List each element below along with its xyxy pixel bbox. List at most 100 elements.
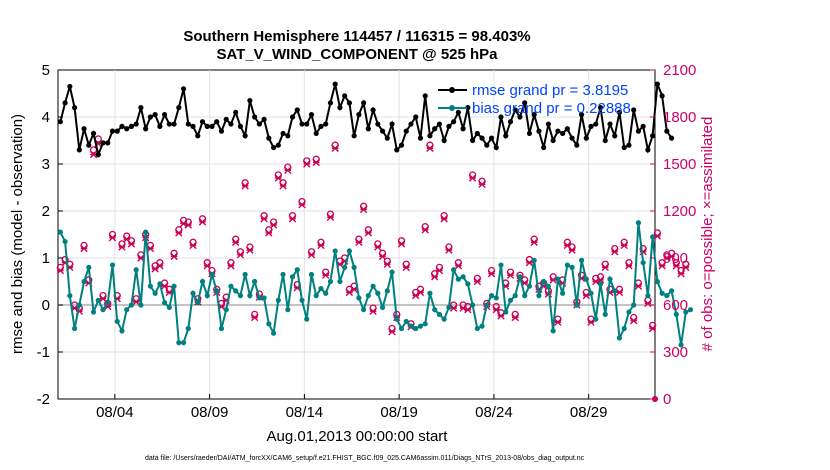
bias-point xyxy=(526,283,533,289)
obs-assimilated-point xyxy=(189,241,197,250)
rmse-point xyxy=(531,112,537,118)
y-right-tick-label: 0 xyxy=(663,391,671,408)
bias-point xyxy=(81,278,87,285)
bias-point xyxy=(578,257,585,263)
bias-point xyxy=(237,293,244,299)
obs-assimilated-point xyxy=(274,174,283,182)
rmse-point xyxy=(607,121,613,127)
bias-point xyxy=(370,283,376,289)
y-right-tick-label: 900 xyxy=(663,250,688,267)
bias-point xyxy=(209,271,215,278)
bias-point xyxy=(375,290,381,296)
x-tick-label: 08/29 xyxy=(570,404,608,421)
obs-assimilated-point xyxy=(667,252,676,261)
obs-assimilated-point xyxy=(364,229,373,237)
obs-assimilated-point xyxy=(468,174,477,182)
rmse-line xyxy=(59,83,673,158)
obs-assimilated-point xyxy=(288,215,297,223)
obs-assimilated-point xyxy=(89,150,98,159)
y-left-tick-label: 5 xyxy=(42,62,50,79)
rmse-point xyxy=(247,97,253,104)
obs-assimilated-point xyxy=(644,299,652,308)
rmse-point xyxy=(171,121,177,127)
y-right-tick-label: 2100 xyxy=(663,62,696,79)
obs-assimilated-point xyxy=(56,266,65,275)
bias-point xyxy=(124,307,130,313)
obs-assimilated-point xyxy=(473,277,482,286)
bias-point xyxy=(361,307,367,313)
bias-point xyxy=(588,290,594,296)
obs-assimilated-point xyxy=(596,276,605,284)
obs-assimilated-point xyxy=(108,233,117,242)
bias-point xyxy=(299,297,305,303)
bias-point xyxy=(105,300,111,306)
chart-title-line1: Southern Hemisphere 114457 / 116315 = 98… xyxy=(183,28,530,45)
rmse-point xyxy=(403,128,409,134)
bias-point xyxy=(157,281,163,287)
rmse-point xyxy=(536,128,542,134)
bias-point xyxy=(143,229,149,235)
bias-point xyxy=(460,274,466,280)
y-right-tick-label: 1800 xyxy=(663,109,696,126)
obs-assimilated-point xyxy=(615,288,624,297)
plot-area xyxy=(57,69,656,400)
bias-point xyxy=(318,285,324,292)
rmse-point xyxy=(237,123,244,129)
bias-point xyxy=(569,264,575,270)
rmse-point xyxy=(659,93,665,99)
bias-point xyxy=(62,238,68,245)
rmse-point xyxy=(564,126,570,132)
y-left-tick-label: 3 xyxy=(42,156,50,173)
bias-point xyxy=(668,288,675,294)
bias-point xyxy=(379,304,386,310)
bias-point xyxy=(138,302,144,308)
rmse-point xyxy=(583,135,589,141)
obs-assimilated-point xyxy=(378,252,387,261)
rmse-point xyxy=(299,121,305,127)
bias-point xyxy=(469,302,476,308)
bias-point xyxy=(242,271,248,278)
rmse-point xyxy=(233,109,239,115)
y-left-tick-label: 4 xyxy=(42,109,50,126)
bias-point xyxy=(436,311,443,317)
bias-point xyxy=(517,274,523,280)
bias-point xyxy=(545,283,551,289)
bias-point xyxy=(488,293,495,299)
obs-assimilated-point xyxy=(156,262,164,270)
bias-point xyxy=(507,297,514,303)
bias-point xyxy=(266,321,272,327)
rmse-point xyxy=(616,109,623,115)
rmse-point xyxy=(351,133,357,139)
bias-point xyxy=(90,309,97,315)
rmse-point xyxy=(285,133,291,139)
obs-assimilated-point xyxy=(127,240,136,248)
rmse-point xyxy=(71,105,78,111)
rmse-point xyxy=(199,119,206,125)
obs-assimilated-point xyxy=(359,205,368,214)
bias-point xyxy=(233,288,239,294)
obs-assimilated-point xyxy=(454,262,463,270)
rmse-point xyxy=(228,121,234,127)
bias-point xyxy=(152,290,158,296)
rmse-point xyxy=(668,135,675,141)
rmse-point xyxy=(560,130,566,137)
bias-point xyxy=(252,278,258,285)
bias-point xyxy=(484,302,490,308)
rmse-point xyxy=(460,126,466,132)
bias-point xyxy=(57,229,63,235)
bias-point xyxy=(128,302,135,308)
obs-assimilated-point xyxy=(587,318,595,326)
obs-assimilated-point xyxy=(80,244,88,253)
bias-point xyxy=(313,293,319,299)
bias-point xyxy=(574,302,580,308)
rmse-point xyxy=(289,114,296,120)
rmse-point xyxy=(256,121,262,127)
rmse-point xyxy=(517,114,523,120)
obs-assimilated-point xyxy=(611,248,619,256)
obs-assimilated-point xyxy=(568,246,576,254)
rmse-point xyxy=(398,142,405,148)
bias-point xyxy=(635,220,642,226)
rmse-point xyxy=(128,123,135,129)
rmse-point xyxy=(294,107,300,113)
bias-point xyxy=(162,300,168,306)
